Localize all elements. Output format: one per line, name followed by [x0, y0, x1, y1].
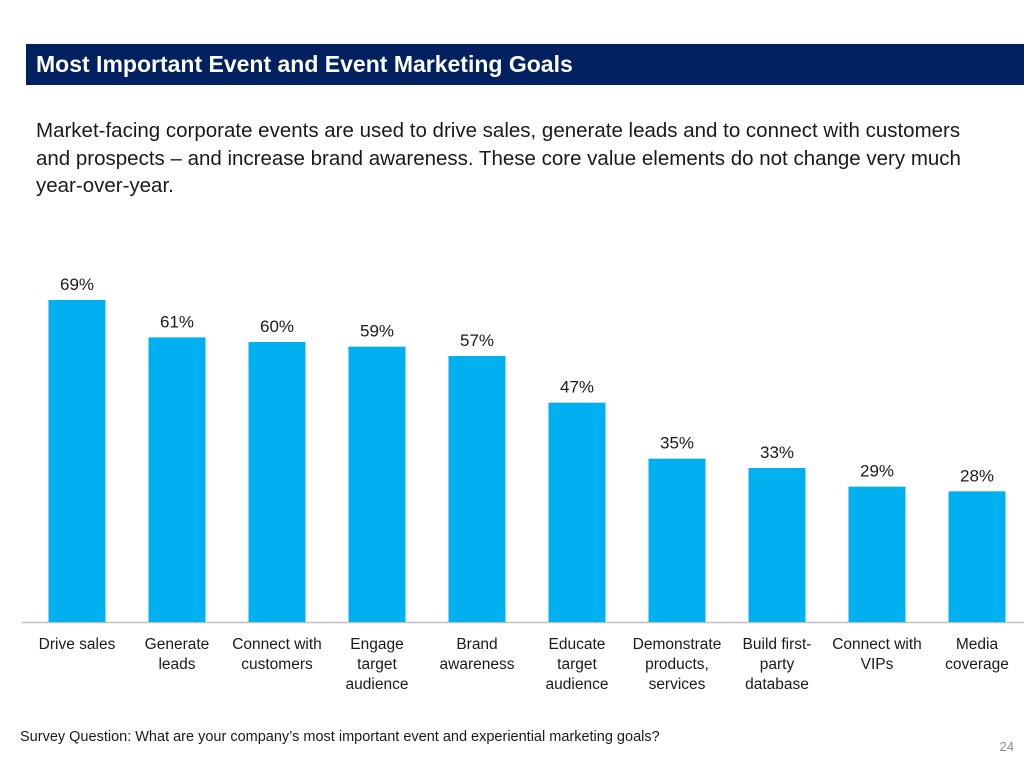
category-label: Generate leads	[145, 636, 210, 673]
category-label-line: Connect with	[232, 636, 322, 653]
category-label-line: products,	[645, 656, 709, 673]
category-label-line: Connect with	[832, 636, 922, 653]
category-label-line: Educate	[549, 636, 606, 653]
bar	[948, 491, 1006, 622]
bar	[48, 300, 106, 622]
bar	[248, 342, 306, 622]
category-label-line: Drive sales	[39, 636, 116, 653]
data-label: 33%	[760, 443, 794, 462]
category-label: Connect with customers	[232, 636, 322, 673]
data-label: 35%	[660, 434, 694, 453]
category-label-line: Generate	[145, 636, 210, 653]
category-label-line: Brand	[456, 636, 497, 653]
category-label-line: coverage	[945, 656, 1009, 673]
category-label-line: Media	[956, 636, 999, 653]
bar	[548, 402, 606, 622]
category-label-line: database	[745, 676, 809, 693]
data-label: 60%	[260, 317, 294, 336]
category-label: Connect with VIPs	[832, 636, 922, 673]
category-label-line: party	[760, 656, 795, 673]
category-label: Build first-party database	[743, 636, 812, 693]
bar	[348, 346, 406, 622]
category-label-line: audience	[346, 676, 409, 693]
data-label: 57%	[460, 331, 494, 350]
slide-title: Most Important Event and Event Marketing…	[36, 51, 573, 77]
bar	[848, 486, 906, 622]
category-label-line: Build first-	[743, 636, 812, 653]
category-label-line: target	[557, 656, 597, 673]
data-label: 28%	[960, 466, 994, 485]
survey-question-footnote: Survey Question: What are your company’s…	[20, 729, 660, 745]
bar	[748, 468, 806, 622]
category-label-line: services	[649, 676, 706, 693]
data-label: 69%	[60, 275, 94, 294]
page-number: 24	[999, 739, 1014, 754]
category-label-line: Demonstrate	[633, 636, 722, 653]
bar	[448, 356, 506, 622]
category-label-line: awareness	[440, 656, 515, 673]
bar-chart: 69% Drive sales 61% Generate leads 60% Connect…	[22, 275, 1024, 693]
data-label: 59%	[360, 322, 394, 341]
category-label: Brand awareness	[440, 636, 515, 673]
data-label: 61%	[160, 312, 194, 331]
bar	[148, 337, 206, 622]
category-label-line: target	[357, 656, 397, 673]
category-label: Engage target audience	[346, 636, 409, 693]
category-label: Drive sales	[39, 636, 116, 653]
category-label: Media coverage	[945, 636, 1009, 673]
category-label-line: Engage	[350, 636, 403, 653]
data-label: 29%	[860, 462, 894, 481]
data-label: 47%	[560, 378, 594, 397]
intro-paragraph: Market-facing corporate events are used …	[36, 119, 961, 197]
category-label-line: leads	[158, 656, 195, 673]
title-bar: Most Important Event and Event Marketing…	[26, 44, 1024, 85]
category-label: Demonstrate products, services	[633, 636, 722, 693]
category-label-line: VIPs	[861, 656, 894, 673]
bar	[648, 458, 706, 622]
category-label-line: customers	[241, 656, 313, 673]
category-label-line: audience	[546, 676, 609, 693]
category-label: Educate target audience	[546, 636, 609, 693]
